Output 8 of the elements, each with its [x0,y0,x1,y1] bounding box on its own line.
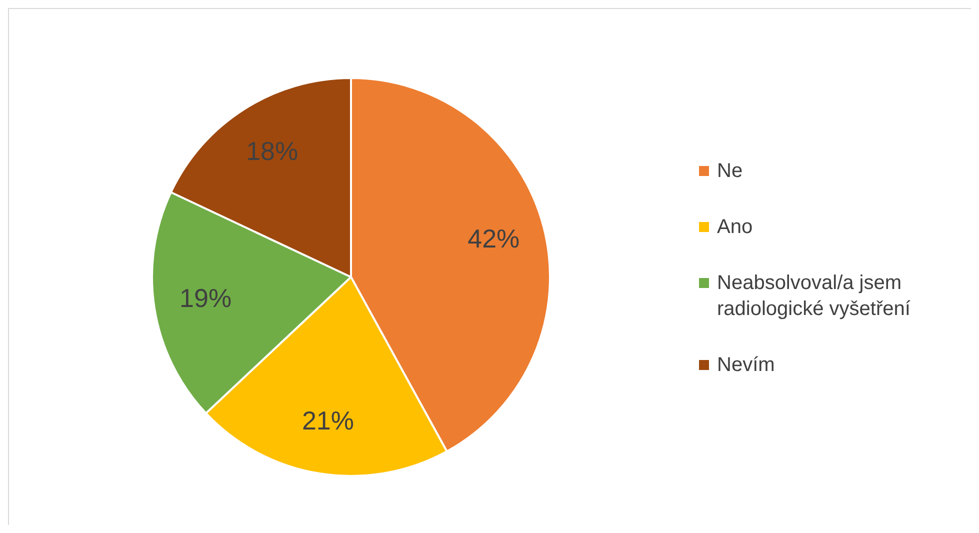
data-label: 42% [468,224,520,254]
legend-label: Neabsolvoval/a jsem radiologické vyšetření [717,270,912,322]
legend-label: Ne [717,158,744,184]
data-label: 18% [246,136,298,166]
legend-label: Nevím [717,352,776,378]
data-label: 19% [180,283,232,314]
legend-label: Ano [717,214,754,240]
data-label: 21% [302,406,354,436]
